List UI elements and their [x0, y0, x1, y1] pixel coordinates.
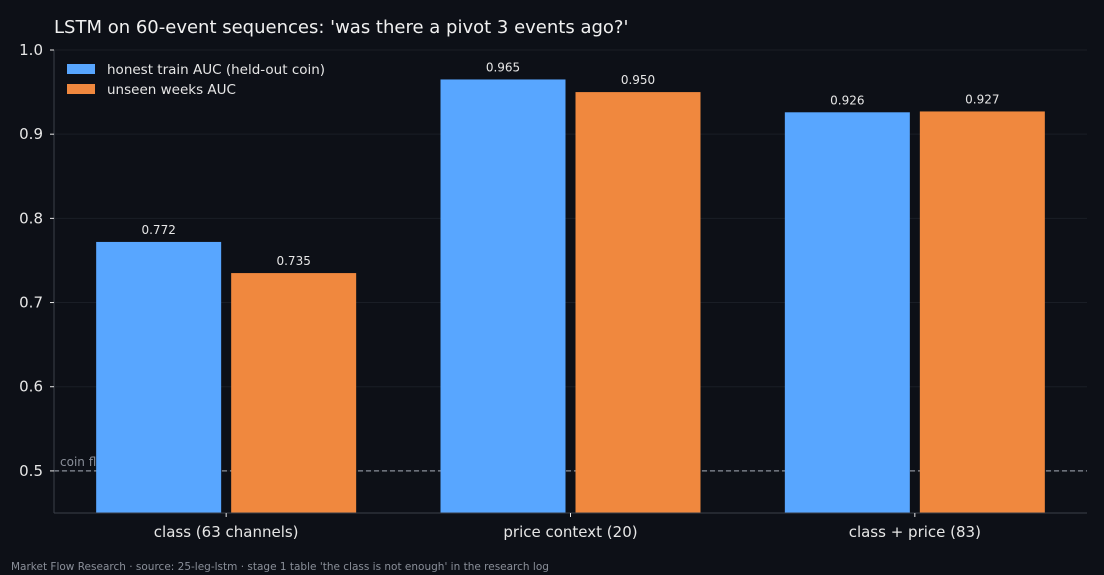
legend: honest train AUC (held-out coin) unseen …: [67, 62, 325, 98]
value-label-unseen-price-context: 0.950: [621, 73, 655, 87]
x-tick-label-class: class (63 channels): [154, 523, 299, 541]
x-tick-label-class-price: class + price (83): [849, 523, 981, 541]
bars: [96, 79, 1045, 514]
chart-title: LSTM on 60-event sequences: 'was there a…: [54, 17, 628, 38]
value-label-unseen-class-price: 0.927: [965, 92, 999, 106]
bar-unseen-class-price: [919, 111, 1045, 513]
bar-unseen-class: [231, 273, 357, 513]
legend-label-unseen: unseen weeks AUC: [107, 82, 236, 98]
y-axis-ticks: 0.5 0.6 0.7 0.8 0.9 1.0: [19, 41, 54, 480]
y-tick-label: 0.7: [19, 294, 43, 312]
y-tick-label: 1.0: [19, 41, 43, 59]
y-tick-label: 0.5: [19, 462, 43, 480]
y-tick-label: 0.8: [19, 209, 43, 227]
reference-line-group: coin flip: [54, 455, 1087, 472]
value-labels: 0.772 0.735 0.965 0.950 0.926 0.927: [141, 60, 999, 268]
footer-source: Market Flow Research · source: 25-leg-ls…: [11, 561, 549, 573]
x-axis-ticks: class (63 channels) price context (20) cla…: [154, 513, 981, 541]
coin-flip-label: coin flip: [60, 455, 107, 469]
bar-train-class-price: [784, 112, 910, 513]
value-label-train-price-context: 0.965: [486, 60, 520, 74]
y-tick-label: 0.6: [19, 378, 43, 396]
value-label-unseen-class: 0.735: [276, 254, 310, 268]
bar-train-price-context: [440, 79, 566, 514]
legend-swatch-train: [67, 64, 95, 74]
y-tick-label: 0.9: [19, 125, 43, 143]
bar-unseen-price-context: [575, 92, 701, 513]
legend-swatch-unseen: [67, 84, 95, 94]
value-label-train-class: 0.772: [141, 223, 175, 237]
x-tick-label-price-context: price context (20): [503, 523, 637, 541]
legend-label-train: honest train AUC (held-out coin): [107, 62, 325, 78]
value-label-train-class-price: 0.926: [830, 93, 864, 107]
bar-train-class: [96, 241, 222, 513]
